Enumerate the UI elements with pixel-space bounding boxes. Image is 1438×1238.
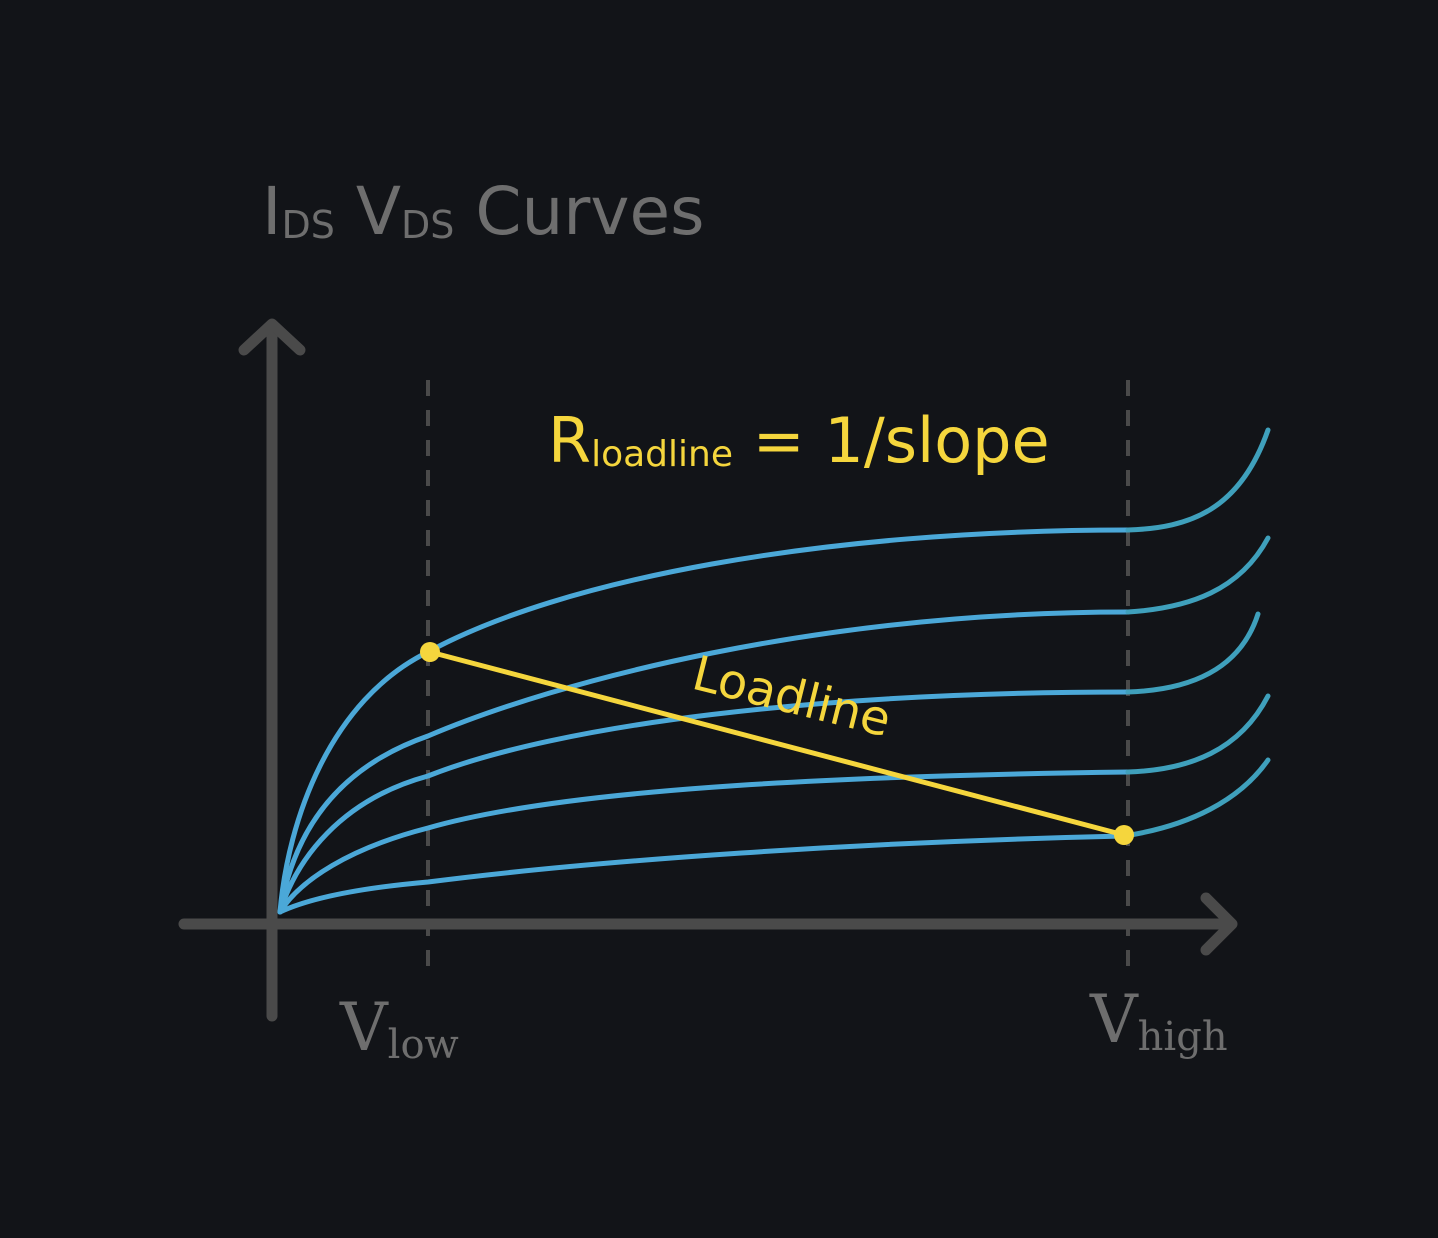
curve-5 <box>277 833 1127 915</box>
curve-4-tail <box>1125 693 1271 775</box>
loadline-formula: Rloadline = 1/slope <box>548 404 1050 477</box>
title-part: Curves <box>454 173 704 250</box>
curve-2 <box>277 609 1131 915</box>
curve-1-tail <box>1125 427 1271 533</box>
v-low-subscript: low <box>388 1022 459 1068</box>
title-part: I <box>262 173 281 250</box>
characteristic-curves <box>277 427 1271 915</box>
curve-3-tail <box>1125 611 1261 695</box>
v-high-main: V <box>1089 981 1139 1058</box>
title-subscript: DS <box>401 203 454 247</box>
title-part: V <box>335 173 401 250</box>
x-axis-arrow-icon <box>1200 892 1238 956</box>
diagram-title: IDS VDS Curves <box>262 173 704 250</box>
loadline-end-point <box>1114 825 1134 845</box>
loadline-label: Loadline <box>687 645 896 748</box>
curve-1 <box>277 527 1131 915</box>
curve-5-tail <box>1121 757 1271 839</box>
curve-2-tail <box>1125 535 1271 615</box>
formula-subscript: loadline <box>591 434 733 475</box>
curve-4 <box>277 769 1131 915</box>
v-low-main: V <box>339 989 389 1066</box>
loadline-start-point <box>420 642 440 662</box>
y-axis-arrow-icon <box>238 318 306 356</box>
v-high-subscript: high <box>1138 1014 1228 1060</box>
formula-part: = 1/slope <box>733 404 1050 477</box>
v-low-label: Vlow <box>339 989 459 1068</box>
loadline <box>429 649 1125 838</box>
curve-3 <box>277 689 1131 915</box>
title-subscript: DS <box>281 203 334 247</box>
axes <box>178 318 1238 1022</box>
formula-part: R <box>548 404 591 477</box>
v-high-label: Vhigh <box>1089 981 1228 1060</box>
